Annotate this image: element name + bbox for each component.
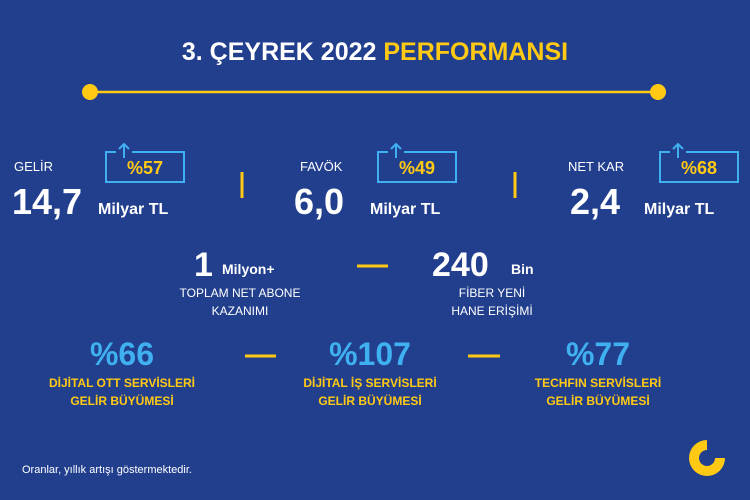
growth-caption: GELİR BÜYÜMESİ: [70, 394, 174, 408]
growth-value: %66: [89, 336, 155, 372]
growth-value: %77: [565, 336, 631, 372]
title-highlight: PERFORMANSI: [383, 38, 569, 66]
metric-value: 14,7: [12, 181, 83, 222]
subscriber-caption: KAZANIMI: [211, 304, 269, 318]
title-main: 3. ÇEYREK 2022: [181, 38, 377, 66]
metric-label: GELİR: [14, 159, 54, 174]
subscriber-value: 240: [432, 246, 489, 284]
subscriber-caption: TOPLAM NET ABONE: [179, 286, 301, 300]
metric-value: 6,0: [294, 181, 345, 222]
growth-caption: DİJİTAL OTT SERVİSLERİ: [48, 376, 196, 390]
growth-caption: GELİR BÜYÜMESİ: [318, 394, 422, 408]
subscriber-unit: Milyon+: [222, 261, 275, 277]
metric-unit: Milyar TL: [644, 201, 715, 218]
growth-caption: TECHFIN SERVİSLERİ: [534, 376, 662, 390]
metric-value: 2,4: [570, 181, 621, 222]
metric-label: NET KAR: [568, 159, 625, 174]
title: 3. ÇEYREK 2022 PERFORMANSI: [182, 40, 568, 65]
growth-value: %107: [329, 336, 411, 372]
metric-change: %57: [126, 158, 164, 178]
metric-unit: Milyar TL: [370, 201, 441, 218]
subscriber-unit: Bin: [511, 261, 534, 277]
subscriber-value: 1: [194, 246, 213, 284]
growth-caption: GELİR BÜYÜMESİ: [546, 394, 650, 408]
subscriber-caption: FİBER YENİ: [458, 286, 526, 300]
growth-caption: DİJİTAL İŞ SERVİSLERİ: [303, 376, 437, 390]
metric-change: %68: [680, 158, 718, 178]
subscriber-caption: HANE ERİŞİMİ: [451, 304, 533, 318]
metric-unit: Milyar TL: [98, 201, 169, 218]
footnote: Oranlar, yıllık artışı göstermektedir.: [22, 464, 192, 476]
metric-change: %49: [398, 158, 436, 178]
metric-label: FAVÖK: [300, 159, 343, 174]
